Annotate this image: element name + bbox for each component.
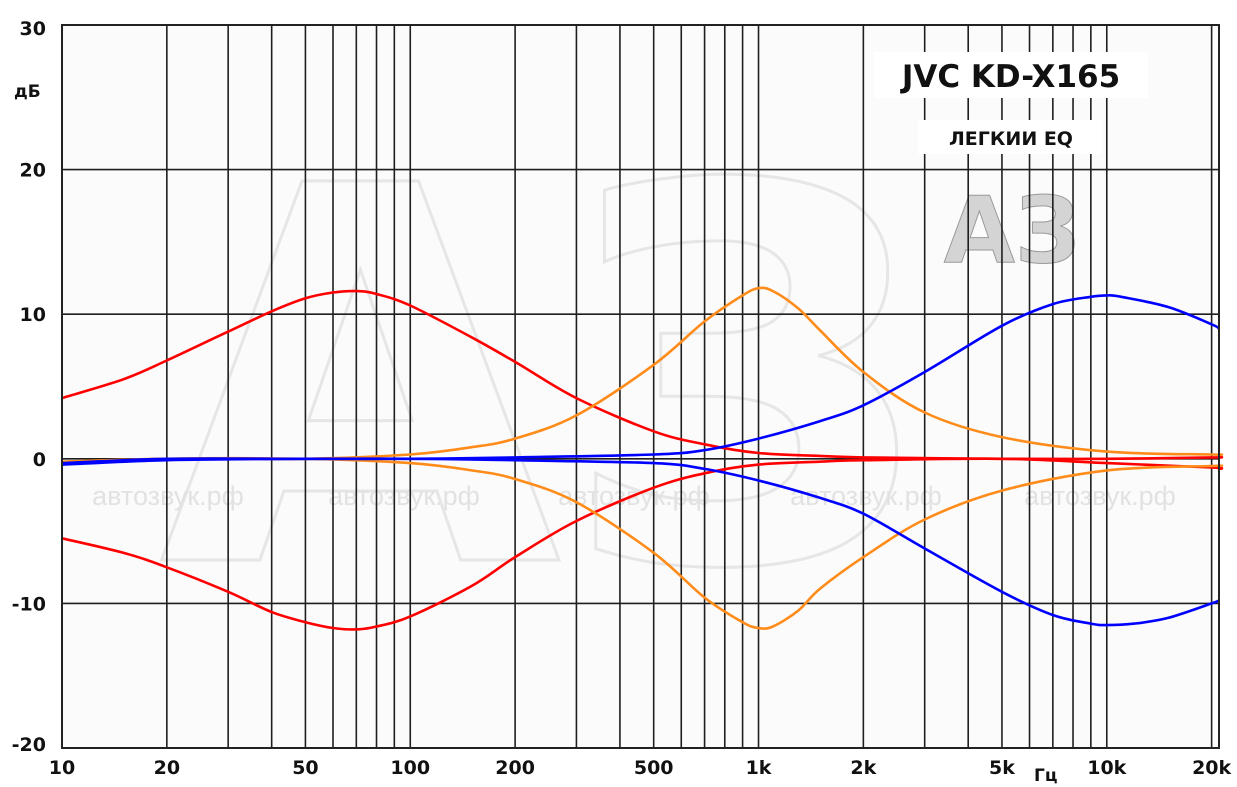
watermark-text: автозвук.рф	[92, 481, 244, 511]
x-tick-label: 10k	[1087, 757, 1126, 779]
series-line-6	[61, 457, 1220, 627]
x-tick-label: 100	[390, 757, 430, 779]
y-tick-labels: -20 -10 0 10 20 30	[12, 18, 46, 756]
title-box	[874, 52, 1148, 98]
x-tick-label: 500	[634, 757, 674, 779]
x-tick-label: 20	[154, 757, 180, 779]
subtitle-box	[918, 120, 1102, 154]
x-tick-label: 1k	[746, 757, 772, 779]
x-axis-unit-label: Гц	[1034, 766, 1057, 786]
y-axis-unit-label: дБ	[14, 82, 41, 102]
plot-frame	[61, 24, 1220, 749]
x-tick-label: 5k	[989, 757, 1015, 779]
series-line-3	[61, 286, 1224, 463]
series-line-4	[61, 456, 1224, 630]
x-tick-label: 10	[49, 757, 75, 779]
x-tick-labels: 10 20 50 100 200 500 1k 2k 5k 10k 20k	[49, 757, 1232, 779]
chart-title: JVC KD-X165	[900, 59, 1120, 95]
watermark-text: автозвук.рф	[1024, 481, 1176, 511]
y-tick-label: 10	[20, 304, 46, 326]
x-tick-label: 2k	[850, 757, 876, 779]
y-tick-label: -10	[12, 593, 46, 615]
x-tick-label: 200	[495, 757, 535, 779]
chart-subtitle: ЛЕГКИИ EQ	[949, 128, 1073, 150]
y-tick-label: 20	[20, 160, 46, 182]
y-tick-label: -20	[12, 734, 46, 756]
y-tick-label: 30	[20, 18, 46, 40]
watermark-text: автозвук.рф	[328, 481, 480, 511]
y-tick-label: 0	[33, 449, 46, 471]
x-tick-label: 50	[292, 757, 318, 779]
x-tick-label: 20k	[1192, 757, 1231, 779]
series-line-2	[61, 457, 1224, 631]
series-layer	[61, 286, 1224, 631]
watermark-badge: АЗ	[944, 177, 1081, 284]
